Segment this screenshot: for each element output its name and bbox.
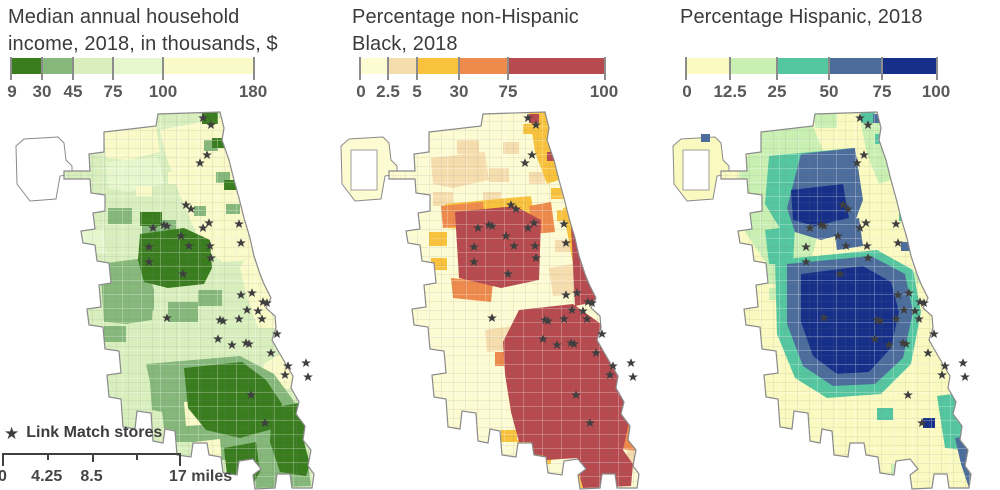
legend-hispanic: 0 12.5 25 50 75 100 [682,57,950,105]
legend-class-swatch-1 [10,58,42,74]
legend-class-swatch-5 [163,58,255,74]
legend-tick [729,57,731,80]
legend-class-swatch-3 [777,58,829,74]
legend-class-swatch-3 [417,58,459,74]
legend-tick [359,57,361,80]
legend-class-swatch-3 [73,58,113,74]
legend-tick-label: 45 [63,82,83,101]
legend-tick-label: 9 [7,82,17,101]
legend-colorbar [359,58,606,74]
legend-tick [253,57,255,80]
legend-class-swatch-4 [459,58,508,74]
legend-tick [112,57,114,80]
stores-legend: ★ Link Match stores [4,424,162,442]
scale-label-end: 17 miles [169,468,233,485]
legend-tick-label: 0 [356,82,366,101]
legend-tick [41,57,43,80]
legend-colorbar [685,58,938,74]
legend-tick-label: 75 [498,82,518,101]
panel-title-hispanic: Percentage Hispanic, 2018 [680,4,1000,31]
legend-tick-label: 100 [589,82,619,101]
legend-tick [507,57,509,80]
legend-tick-label: 25 [767,82,787,101]
legend-tick [72,57,74,80]
legend-class-swatch-2 [730,58,777,74]
panel-title-income: Median annual household income, 2018, in… [8,4,338,58]
title-line: Median annual household [8,6,240,28]
title-line: Black, 2018 [352,33,458,55]
legend-class-swatch-2 [388,58,417,74]
legend-tick [828,57,830,80]
map-black-chicago [340,111,640,490]
ohare-area [15,136,73,202]
legend-class-swatch-1 [685,58,730,74]
scale-tick [91,453,94,462]
title-line: Percentage Hispanic, 2018 [680,6,923,28]
ohare-runways [682,149,710,191]
stores-legend-label: Link Match stores [26,424,163,441]
legend-class-swatch-2 [42,58,73,74]
legend-tick [881,57,883,80]
legend-class-swatch-1 [359,58,388,74]
legend-tick-label: 30 [449,82,469,101]
legend-tick-label: 100 [148,82,178,101]
scale-tick [46,453,49,460]
scale-label-1: 4.25 [31,468,63,485]
scale-tick [136,453,139,460]
legend-tick [685,57,687,80]
legend-tick-label: 75 [872,82,892,101]
legend-class-swatch-5 [508,58,606,74]
legend-tick [604,57,606,80]
scale-tick [2,453,4,466]
title-line: income, 2018, in thousands, $ [8,33,278,55]
map-income-chicago [15,111,315,490]
legend-tick [936,57,938,80]
legend-tick-label: 50 [819,82,839,101]
legend-tick-label: 30 [32,82,52,101]
legend-tick-label: 5 [412,82,422,101]
legend-income: 9 30 45 75 100 180 [7,57,267,105]
legend-tick-label: 12.5 [713,82,747,101]
legend-class-swatch-5 [882,58,938,74]
legend-black: 0 2.5 5 30 75 100 [356,57,618,105]
scale-bar: 0 4.25 8.5 17 miles [0,453,232,487]
legend-tick-label: 180 [238,82,268,101]
scale-label-0: 0 [0,468,7,485]
legend-tick [387,57,389,80]
legend-tick-label: 2.5 [376,82,400,101]
star-icon: ★ [4,423,20,443]
map-hispanic-chicago [672,111,972,490]
legend-tick [416,57,418,80]
legend-tick [776,57,778,80]
legend-tick-label: 100 [921,82,951,101]
legend-tick [458,57,460,80]
panel-title-black: Percentage non-Hispanic Black, 2018 [352,4,672,58]
hispanic-choropleth-layers [721,112,971,489]
title-line: Percentage non-Hispanic [352,6,579,28]
ohare-runways [350,149,378,191]
ohare-hispanic-cell [701,134,710,142]
legend-tick-label: 0 [682,82,692,101]
legend-tick-label: 75 [103,82,123,101]
legend-tick [162,57,164,80]
legend-colorbar [10,58,255,74]
legend-tick [10,57,12,80]
legend-class-swatch-4 [829,58,882,74]
scale-tick [179,453,181,466]
scale-label-2: 8.5 [80,468,103,485]
legend-class-swatch-4 [113,58,163,74]
